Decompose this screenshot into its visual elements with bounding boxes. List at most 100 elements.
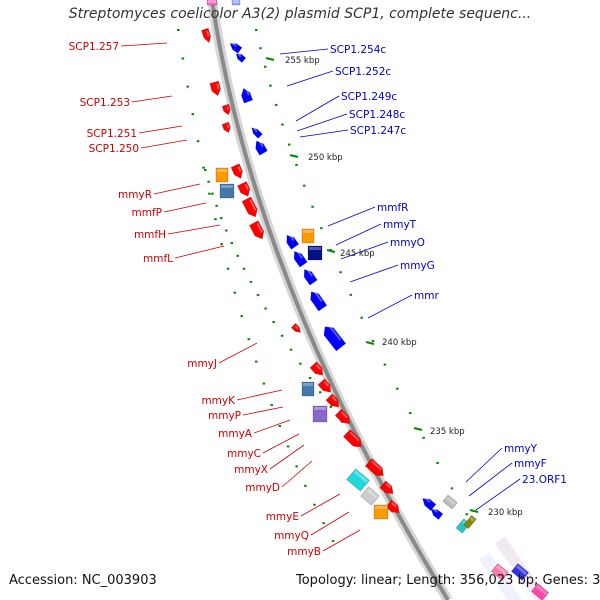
gene-block[interactable]	[511, 563, 529, 581]
gene-block[interactable]	[463, 515, 477, 529]
gene-label-mmyd[interactable]: mmyD	[245, 482, 280, 494]
gene-label-mmyy[interactable]: mmyY	[504, 443, 538, 455]
gene-block[interactable]	[219, 183, 235, 199]
forward-gene-arrow[interactable]	[325, 393, 342, 410]
gene-block[interactable]	[373, 504, 389, 520]
track-dot	[278, 425, 282, 427]
gene-block[interactable]	[360, 486, 380, 506]
gene-label-scp1-247c[interactable]: SCP1.247c	[350, 125, 406, 137]
track-dot	[263, 65, 267, 68]
forward-gene-arrow[interactable]	[248, 220, 266, 242]
callout-line	[468, 462, 513, 497]
forward-gene-arrow[interactable]	[385, 499, 403, 516]
gene-label-mmyr[interactable]: mmyR	[118, 189, 152, 201]
forward-gene-arrow[interactable]	[230, 163, 245, 180]
gene-label-mmyj[interactable]: mmyJ	[187, 358, 217, 370]
gene-block[interactable]	[206, 0, 218, 6]
gene-label-mmr[interactable]: mmr	[414, 290, 439, 302]
reverse-gene-arrow[interactable]	[429, 507, 444, 520]
gene-label-mmyx[interactable]: mmyX	[234, 464, 268, 476]
track-dot	[211, 192, 214, 195]
gene-label-scp1-257[interactable]: SCP1.257	[69, 41, 119, 53]
forward-gene-arrow[interactable]	[201, 27, 213, 44]
track-dot	[236, 254, 239, 257]
gene-label-scp1-249c[interactable]: SCP1.249c	[341, 91, 397, 103]
track-dot	[259, 47, 262, 50]
gene-label-mmyq[interactable]: mmyQ	[274, 530, 309, 542]
forward-gene-arrow[interactable]	[364, 458, 387, 480]
gene-label-mmyk[interactable]: mmyK	[201, 395, 236, 407]
gene-label-mmyo[interactable]: mmyO	[390, 237, 425, 249]
track-dot	[329, 405, 333, 408]
kbp-tick-mark	[365, 341, 375, 345]
gene-block[interactable]	[312, 405, 328, 423]
gene-block[interactable]	[491, 563, 509, 581]
track-dot	[383, 363, 387, 366]
callout-line	[140, 139, 188, 149]
gene-label-mmyt[interactable]: mmyT	[383, 219, 417, 231]
gene-label-mmya[interactable]: mmyA	[218, 428, 253, 440]
gene-block[interactable]	[301, 228, 315, 244]
forward-gene-arrow[interactable]	[309, 361, 326, 378]
forward-gene-arrow[interactable]	[334, 408, 353, 427]
kbp-tick-mark	[326, 249, 336, 253]
reverse-gene-arrow[interactable]	[228, 41, 243, 54]
gene-block[interactable]	[307, 245, 323, 261]
gene-label-scp1-250[interactable]: SCP1.250	[89, 143, 139, 155]
track-dot	[436, 461, 439, 464]
gene-block[interactable]	[301, 381, 315, 397]
gene-block[interactable]	[442, 494, 458, 510]
gene-label-23-orf1[interactable]: 23.ORF1	[522, 474, 567, 486]
forward-gene-arrow[interactable]	[221, 103, 232, 116]
gene-label-scp1-254c[interactable]: SCP1.254c	[330, 44, 386, 56]
callout-line	[167, 224, 221, 235]
gene-label-mmyf[interactable]: mmyF	[514, 458, 547, 470]
callout-line	[367, 294, 413, 319]
gene-label-mmyp[interactable]: mmyP	[208, 410, 241, 422]
reverse-gene-arrow[interactable]	[420, 495, 437, 511]
gene-label-scp1-248c[interactable]: SCP1.248c	[349, 109, 405, 121]
gene-label-mmfl[interactable]: mmfL	[143, 253, 173, 265]
track-dot	[181, 57, 185, 60]
reverse-gene-arrow[interactable]	[250, 126, 263, 139]
reverse-gene-arrow[interactable]	[320, 323, 347, 352]
reverse-gene-arrow[interactable]	[234, 51, 247, 63]
reverse-gene-arrow[interactable]	[283, 233, 300, 250]
callout-line	[340, 241, 389, 260]
forward-gene-arrow[interactable]	[317, 378, 334, 395]
gene-label-mmye[interactable]: mmyE	[266, 511, 299, 523]
gene-label-mmyb[interactable]: mmyB	[287, 546, 321, 558]
forward-gene-arrow[interactable]	[221, 121, 232, 134]
forward-gene-arrow[interactable]	[237, 181, 252, 199]
kbp-tick-mark	[413, 427, 423, 431]
forward-gene-arrow[interactable]	[379, 480, 396, 497]
reverse-gene-arrow[interactable]	[291, 249, 308, 268]
track-dot	[202, 166, 205, 169]
track-dot	[191, 113, 195, 116]
gene-label-mmyg[interactable]: mmyG	[400, 260, 435, 272]
reverse-gene-arrow[interactable]	[301, 267, 318, 286]
gene-label-mmfr[interactable]: mmfR	[377, 202, 408, 214]
kbp-tick-mark	[265, 57, 275, 61]
gene-block[interactable]	[231, 0, 241, 6]
reverse-gene-arrow[interactable]	[307, 289, 328, 312]
gene-block[interactable]	[346, 468, 370, 492]
gene-label-scp1-252c[interactable]: SCP1.252c	[335, 66, 391, 78]
gene-label-mmfh[interactable]: mmfH	[134, 229, 166, 241]
track-dot	[249, 280, 253, 283]
gene-label-mmfp[interactable]: mmfP	[132, 207, 163, 219]
forward-gene-arrow[interactable]	[342, 429, 364, 450]
track-dot	[360, 316, 363, 319]
gene-label-scp1-253[interactable]: SCP1.253	[80, 97, 130, 109]
gene-block[interactable]	[531, 583, 549, 600]
forward-gene-arrow[interactable]	[290, 322, 302, 334]
reverse-gene-arrow[interactable]	[239, 87, 254, 104]
forward-gene-arrow[interactable]	[241, 196, 260, 219]
track-dot	[422, 436, 425, 439]
track-dot	[242, 267, 246, 270]
forward-gene-arrow[interactable]	[209, 80, 222, 97]
gene-label-scp1-251[interactable]: SCP1.251	[87, 128, 137, 140]
reverse-gene-arrow[interactable]	[253, 139, 268, 156]
gene-block[interactable]	[215, 167, 229, 183]
gene-label-mmyc[interactable]: mmyC	[227, 448, 261, 460]
